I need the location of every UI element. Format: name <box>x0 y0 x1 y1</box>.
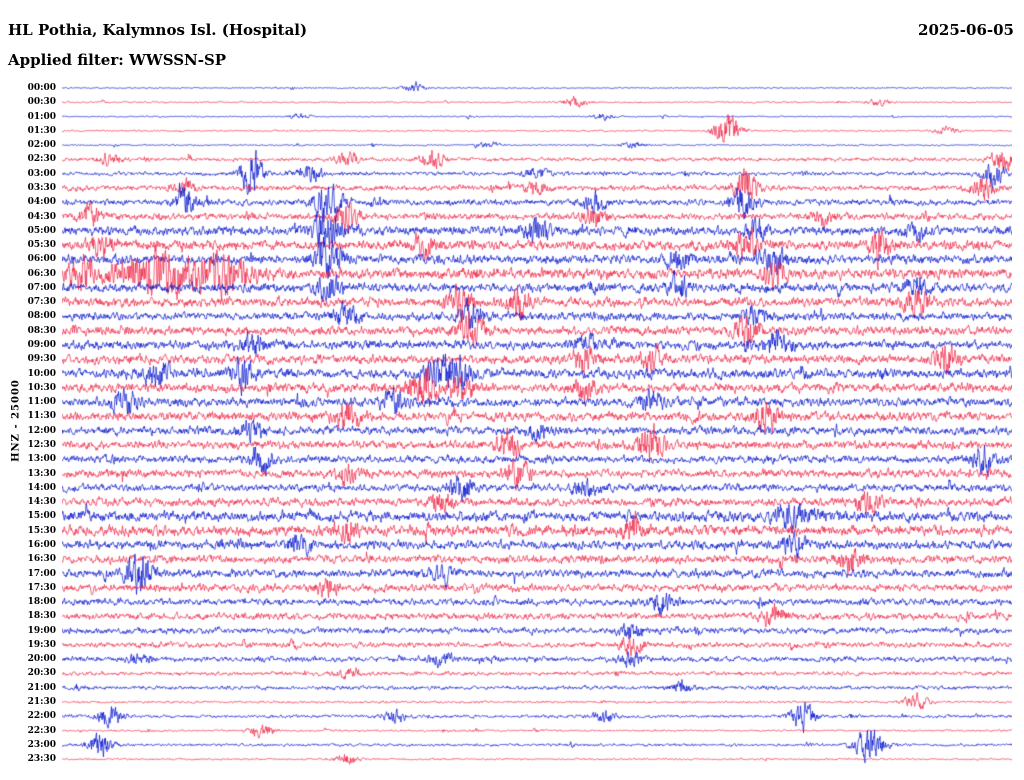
time-label: 23:30 <box>27 754 56 765</box>
time-label: 22:00 <box>27 711 56 722</box>
time-label: 17:30 <box>27 582 56 593</box>
time-label: 23:00 <box>27 739 56 750</box>
time-label: 10:30 <box>27 382 56 393</box>
time-label: 07:00 <box>27 282 56 293</box>
time-label: 21:00 <box>27 682 56 693</box>
time-label: 00:30 <box>27 97 56 108</box>
time-label: 14:30 <box>27 497 56 508</box>
time-label: 04:00 <box>27 197 56 208</box>
time-label: 02:00 <box>27 140 56 151</box>
time-label: 22:30 <box>27 725 56 736</box>
time-label: 01:30 <box>27 125 56 136</box>
time-label: 02:30 <box>27 154 56 165</box>
record-date: 2025-06-05 <box>918 21 1014 39</box>
time-label: 20:00 <box>27 654 56 665</box>
time-label: 19:30 <box>27 639 56 650</box>
time-label: 06:00 <box>27 254 56 265</box>
time-label: 05:00 <box>27 225 56 236</box>
time-label: 20:30 <box>27 668 56 679</box>
time-label: 12:30 <box>27 440 56 450</box>
station-title: HL Pothia, Kalymnos Isl. (Hospital) <box>8 21 308 39</box>
time-label: 05:30 <box>27 240 56 251</box>
time-label: 07:30 <box>27 297 56 308</box>
time-label: 03:00 <box>27 168 56 179</box>
time-label: 06:30 <box>27 268 56 279</box>
time-label: 17:00 <box>27 568 56 579</box>
time-label: 19:00 <box>27 625 56 636</box>
filter-label: Applied filter: WWSSN-SP <box>8 51 227 69</box>
time-label: 16:30 <box>27 554 56 565</box>
time-label: 08:00 <box>27 311 56 322</box>
time-label: 12:00 <box>27 425 56 436</box>
time-label: 01:00 <box>27 111 56 122</box>
time-label: 15:30 <box>27 525 56 536</box>
time-label: 11:30 <box>27 411 56 422</box>
time-label: 04:30 <box>27 211 56 222</box>
time-label: 09:30 <box>27 354 56 365</box>
time-label: 18:00 <box>27 597 56 608</box>
time-label: 14:00 <box>27 482 56 493</box>
time-label: 21:30 <box>27 697 56 708</box>
seismogram-traces <box>62 80 1012 780</box>
time-label: 15:00 <box>27 511 56 522</box>
time-label: 13:00 <box>27 454 56 465</box>
time-label: 13:30 <box>27 468 56 479</box>
time-label: 10:00 <box>27 368 56 379</box>
time-label: 11:00 <box>27 397 56 408</box>
time-label: 16:00 <box>27 539 56 550</box>
time-label: 18:30 <box>27 611 56 622</box>
time-label: 03:30 <box>27 182 56 193</box>
time-label: 00:00 <box>27 83 56 93</box>
time-label: 09:00 <box>27 340 56 351</box>
time-label: 08:30 <box>27 325 56 336</box>
